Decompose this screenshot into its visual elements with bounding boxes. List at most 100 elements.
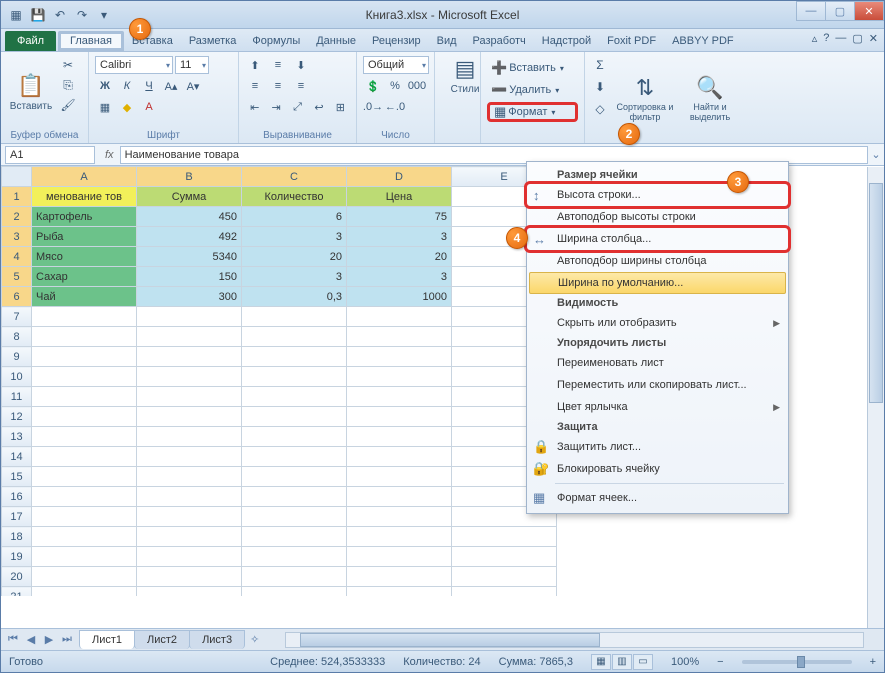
insert-cells-button[interactable]: ➕Вставить▾ xyxy=(487,58,578,78)
menu-autofit-col[interactable]: Автоподбор ширины столбца xyxy=(527,250,788,272)
doc-restore-icon[interactable]: ▢ xyxy=(852,32,862,45)
minimize-button[interactable]: — xyxy=(796,1,826,21)
wrap-text-icon[interactable]: ↩ xyxy=(309,98,328,116)
cell[interactable] xyxy=(452,567,557,587)
cell[interactable] xyxy=(32,407,137,427)
cell[interactable] xyxy=(32,347,137,367)
redo-icon[interactable]: ↷ xyxy=(73,6,91,24)
cell[interactable] xyxy=(242,567,347,587)
tab-home[interactable]: Главная xyxy=(58,31,124,51)
normal-view-icon[interactable]: ▦ xyxy=(591,654,611,670)
cell[interactable] xyxy=(137,407,242,427)
cell[interactable]: 450 xyxy=(137,207,242,227)
file-tab[interactable]: Файл xyxy=(5,31,56,51)
tab-review[interactable]: Рецензир xyxy=(364,30,429,51)
tab-foxit[interactable]: Foxit PDF xyxy=(599,30,664,51)
cell[interactable] xyxy=(242,587,347,597)
col-header[interactable]: D xyxy=(347,167,452,187)
align-top-icon[interactable]: ⬆ xyxy=(245,56,265,74)
tab-formulas[interactable]: Формулы xyxy=(244,30,308,51)
align-left-icon[interactable]: ≡ xyxy=(245,77,265,95)
cell[interactable] xyxy=(242,527,347,547)
menu-autofit-row[interactable]: Автоподбор высоты строки xyxy=(527,206,788,228)
bold-icon[interactable]: Ж xyxy=(95,77,115,95)
decrease-decimal-icon[interactable]: ←.0 xyxy=(385,98,405,116)
cell[interactable]: 1000 xyxy=(347,287,452,307)
cell[interactable] xyxy=(242,407,347,427)
cell[interactable] xyxy=(242,427,347,447)
currency-icon[interactable]: 💲 xyxy=(363,77,383,95)
fx-icon[interactable]: fx xyxy=(99,149,120,161)
select-all-corner[interactable] xyxy=(2,167,32,187)
cell[interactable]: 300 xyxy=(137,287,242,307)
cell[interactable] xyxy=(347,467,452,487)
align-middle-icon[interactable]: ≡ xyxy=(268,56,288,74)
cell[interactable] xyxy=(347,387,452,407)
cell[interactable] xyxy=(347,367,452,387)
cell[interactable] xyxy=(32,487,137,507)
cell[interactable]: 20 xyxy=(242,247,347,267)
shrink-font-icon[interactable]: A▾ xyxy=(183,77,203,95)
horizontal-scrollbar[interactable] xyxy=(285,632,864,648)
cell[interactable] xyxy=(347,487,452,507)
cell[interactable] xyxy=(32,387,137,407)
cell[interactable] xyxy=(347,547,452,567)
autosum-icon[interactable]: Σ xyxy=(591,56,609,74)
h-scroll-thumb[interactable] xyxy=(300,633,600,647)
cell[interactable] xyxy=(32,547,137,567)
menu-hide-unhide[interactable]: Скрыть или отобразить▶ xyxy=(527,312,788,334)
underline-icon[interactable]: Ч xyxy=(139,77,159,95)
delete-cells-button[interactable]: ➖Удалить▾ xyxy=(487,80,578,100)
cell[interactable] xyxy=(347,587,452,597)
cell[interactable] xyxy=(242,327,347,347)
cell[interactable] xyxy=(452,587,557,597)
page-break-icon[interactable]: ▭ xyxy=(633,654,653,670)
cell[interactable]: 150 xyxy=(137,267,242,287)
menu-col-width[interactable]: ↔Ширина столбца... xyxy=(527,228,788,250)
borders-icon[interactable]: ▦ xyxy=(95,98,115,116)
menu-rename-sheet[interactable]: Переименовать лист xyxy=(527,352,788,374)
cell[interactable] xyxy=(242,387,347,407)
table-header-cell[interactable]: менование тов xyxy=(32,187,137,207)
prev-sheet-icon[interactable]: ◀ xyxy=(23,633,39,646)
cell[interactable] xyxy=(137,387,242,407)
cell[interactable] xyxy=(242,447,347,467)
row-header[interactable]: 2 xyxy=(2,207,32,227)
row-header[interactable]: 9 xyxy=(2,347,32,367)
menu-format-cells[interactable]: ▦Формат ячеек... xyxy=(527,487,788,509)
cell[interactable] xyxy=(242,487,347,507)
zoom-slider[interactable] xyxy=(742,660,852,664)
doc-min-icon[interactable]: — xyxy=(835,32,846,45)
cell[interactable] xyxy=(32,447,137,467)
cell[interactable] xyxy=(347,327,452,347)
copy-icon[interactable]: ⎘ xyxy=(59,76,77,94)
cell[interactable] xyxy=(32,587,137,597)
cell[interactable] xyxy=(32,567,137,587)
doc-close-icon[interactable]: ✕ xyxy=(869,32,878,45)
increase-decimal-icon[interactable]: .0→ xyxy=(363,98,383,116)
minimize-ribbon-icon[interactable]: ▵ xyxy=(812,32,818,45)
row-header[interactable]: 18 xyxy=(2,527,32,547)
font-color-icon[interactable]: A xyxy=(139,98,159,116)
row-header[interactable]: 7 xyxy=(2,307,32,327)
paste-button[interactable]: 📋 Вставить xyxy=(7,56,55,128)
cell[interactable]: Мясо xyxy=(32,247,137,267)
cell[interactable] xyxy=(242,347,347,367)
zoom-in-icon[interactable]: + xyxy=(870,656,876,668)
row-header[interactable]: 3 xyxy=(2,227,32,247)
cell[interactable] xyxy=(32,427,137,447)
format-painter-icon[interactable]: 🖌 xyxy=(59,96,77,114)
cell[interactable] xyxy=(137,347,242,367)
cell[interactable] xyxy=(347,447,452,467)
row-header[interactable]: 10 xyxy=(2,367,32,387)
cell[interactable]: 3 xyxy=(242,267,347,287)
comma-icon[interactable]: 000 xyxy=(407,77,427,95)
grow-font-icon[interactable]: A▴ xyxy=(161,77,181,95)
cell[interactable] xyxy=(347,507,452,527)
clear-icon[interactable]: ◇ xyxy=(591,100,609,118)
maximize-button[interactable]: ▢ xyxy=(825,1,855,21)
cell[interactable]: 3 xyxy=(347,227,452,247)
cell[interactable] xyxy=(242,547,347,567)
zoom-level[interactable]: 100% xyxy=(671,656,699,668)
find-select-button[interactable]: 🔍 Найти и выделить xyxy=(681,56,739,141)
